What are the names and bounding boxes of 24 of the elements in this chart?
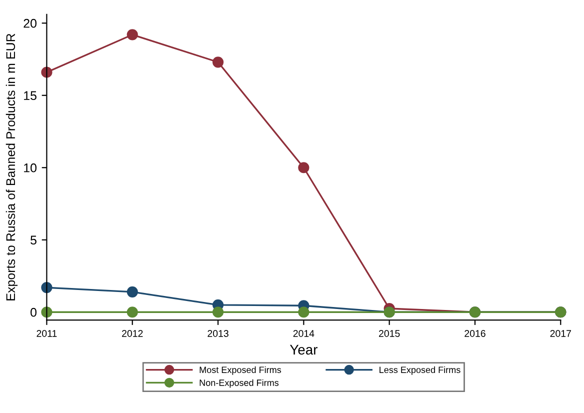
point bbox=[212, 56, 224, 68]
point bbox=[298, 306, 310, 318]
y-tick-label: 20 bbox=[24, 18, 37, 28]
legend-label: Non-Exposed Firms bbox=[200, 379, 279, 388]
point bbox=[126, 29, 138, 40]
y-tick-label: 0 bbox=[30, 308, 37, 317]
point bbox=[298, 162, 310, 174]
y-tick-label: 10 bbox=[24, 163, 37, 172]
legend-label: Most Exposed Firms bbox=[200, 366, 282, 375]
point bbox=[126, 286, 138, 298]
y-axis-title: Exports to Russia of Banned Products in m EUR bbox=[6, 34, 18, 300]
point bbox=[126, 306, 138, 318]
x-tick-label: 2017 bbox=[550, 330, 571, 337]
x-tick-label: 2016 bbox=[464, 330, 486, 337]
y-tick-label: 15 bbox=[24, 91, 36, 100]
x-tick-label: 2014 bbox=[293, 330, 314, 337]
legend-label: Less Exposed Firms bbox=[380, 366, 460, 375]
point bbox=[212, 306, 224, 318]
x-tick-label: 2013 bbox=[208, 330, 228, 337]
x-tick-label: 2012 bbox=[122, 330, 143, 337]
x-tick-label: 2011 bbox=[36, 330, 57, 337]
x-tick-label: 2015 bbox=[379, 330, 400, 337]
y-tick-label: 5 bbox=[30, 236, 36, 245]
x-axis-title: Year bbox=[290, 344, 318, 355]
